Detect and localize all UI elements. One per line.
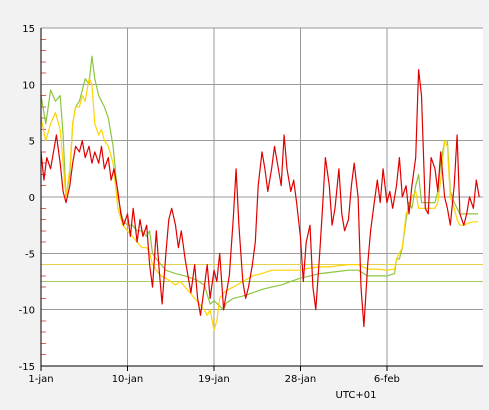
timezone-label: UTC+01 <box>336 390 377 401</box>
y-tick-label: -10 <box>19 306 35 317</box>
y-tick-label: -15 <box>19 362 35 373</box>
y-tick-label: 15 <box>22 24 35 35</box>
y-tick-label: -5 <box>25 249 35 260</box>
series-line-0 <box>40 69 480 328</box>
series-lines <box>40 55 480 331</box>
x-tick-label: 10-jan <box>112 374 144 385</box>
y-tick-label: 0 <box>29 193 35 204</box>
axes <box>40 28 483 367</box>
x-tick-label: 19-jan <box>198 374 230 385</box>
x-tick-labels: 1-jan 10-jan 19-jan 28-jan 6-feb <box>28 374 400 385</box>
y-tick-labels: 15 10 5 0 -5 -10 -15 <box>19 24 35 373</box>
series-line-2 <box>40 78 479 331</box>
y-tick-label: 10 <box>22 80 35 91</box>
x-tick-label: 1-jan <box>28 374 53 385</box>
series-line-1 <box>40 55 479 311</box>
reference-lines <box>41 264 483 282</box>
x-tick-label: 6-feb <box>374 374 400 385</box>
y-tick-label: 5 <box>29 137 35 148</box>
x-tick-label: 28-jan <box>285 374 317 385</box>
